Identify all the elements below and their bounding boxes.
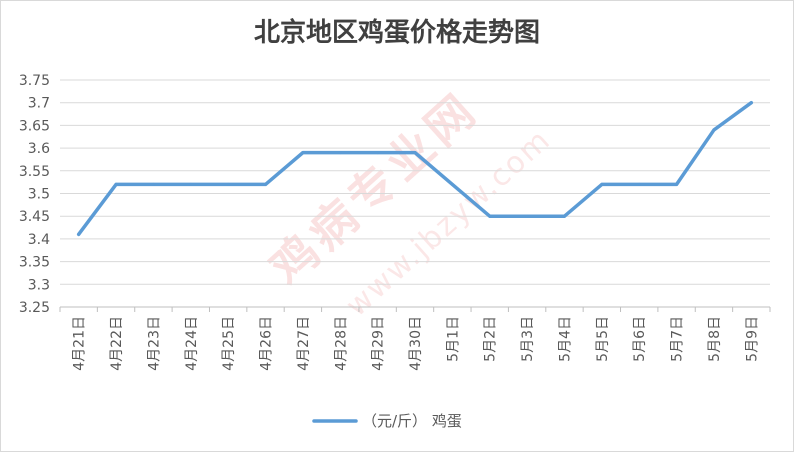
x-tick-label: 5月6日 <box>632 316 648 362</box>
data-point <box>226 182 230 186</box>
x-tick-label: 4月30日 <box>408 316 424 371</box>
x-tick-label: 4月29日 <box>371 316 387 371</box>
data-point <box>338 151 342 155</box>
y-axis-labels: 3.25 3.3 3.35 3.4 3.45 3.5 3.55 3.6 3.65 3.7 3.75 <box>19 73 50 316</box>
y-tick-label: 3.45 <box>19 209 50 225</box>
data-point <box>749 101 753 105</box>
x-tick-label: 5月8日 <box>707 316 723 362</box>
x-tick-label: 4月27日 <box>296 316 312 371</box>
x-tick-label: 5月7日 <box>670 316 686 362</box>
x-tick-label: 4月22日 <box>109 316 125 371</box>
y-tick-label: 3.6 <box>28 141 50 157</box>
x-tick-label: 4月24日 <box>184 316 200 371</box>
data-point <box>189 182 193 186</box>
x-tick-label: 5月2日 <box>483 316 499 362</box>
y-tick-label: 3.75 <box>19 73 50 89</box>
y-tick-label: 3.7 <box>28 96 50 112</box>
data-point <box>600 182 604 186</box>
x-tick-label: 5月1日 <box>445 316 461 362</box>
data-point <box>450 182 454 186</box>
y-tick-label: 3.55 <box>19 164 50 180</box>
data-point <box>301 151 305 155</box>
x-tick-label: 5月4日 <box>557 316 573 362</box>
data-point <box>675 182 679 186</box>
x-tick-label: 4月25日 <box>221 316 237 371</box>
x-tick-label: 4月28日 <box>333 316 349 371</box>
data-point <box>151 182 155 186</box>
y-tick-label: 3.4 <box>28 232 50 248</box>
data-point <box>77 232 81 236</box>
data-point <box>525 214 529 218</box>
y-tick-label: 3.35 <box>19 255 50 271</box>
legend-label: （元/斤） 鸡蛋 <box>362 412 462 430</box>
x-axis-labels: 4月21日 4月22日 4月23日 4月24日 4月25日 4月26日 4月27日 4月28日… <box>72 316 761 371</box>
data-point <box>413 151 417 155</box>
data-point <box>264 182 268 186</box>
x-axis <box>59 306 771 312</box>
data-point <box>376 151 380 155</box>
gridlines <box>60 79 770 285</box>
data-point <box>114 182 118 186</box>
data-point <box>562 214 566 218</box>
series-layer <box>76 100 754 237</box>
x-tick-label: 5月9日 <box>744 316 760 362</box>
y-tick-label: 3.25 <box>19 300 50 316</box>
data-point <box>488 214 492 218</box>
y-tick-label: 3.5 <box>28 187 50 203</box>
legend: （元/斤） 鸡蛋 <box>312 412 462 430</box>
data-point <box>637 182 641 186</box>
y-tick-label: 3.65 <box>19 118 50 134</box>
data-point <box>712 128 716 132</box>
y-tick-label: 3.3 <box>28 277 50 293</box>
x-tick-label: 5月3日 <box>520 316 536 362</box>
x-tick-label: 4月26日 <box>259 316 275 371</box>
x-tick-label: 5月5日 <box>595 316 611 362</box>
x-tick-label: 4月23日 <box>146 316 162 371</box>
chart-title: 北京地区鸡蛋价格走势图 <box>253 18 540 48</box>
x-tick-label: 4月21日 <box>72 316 88 371</box>
